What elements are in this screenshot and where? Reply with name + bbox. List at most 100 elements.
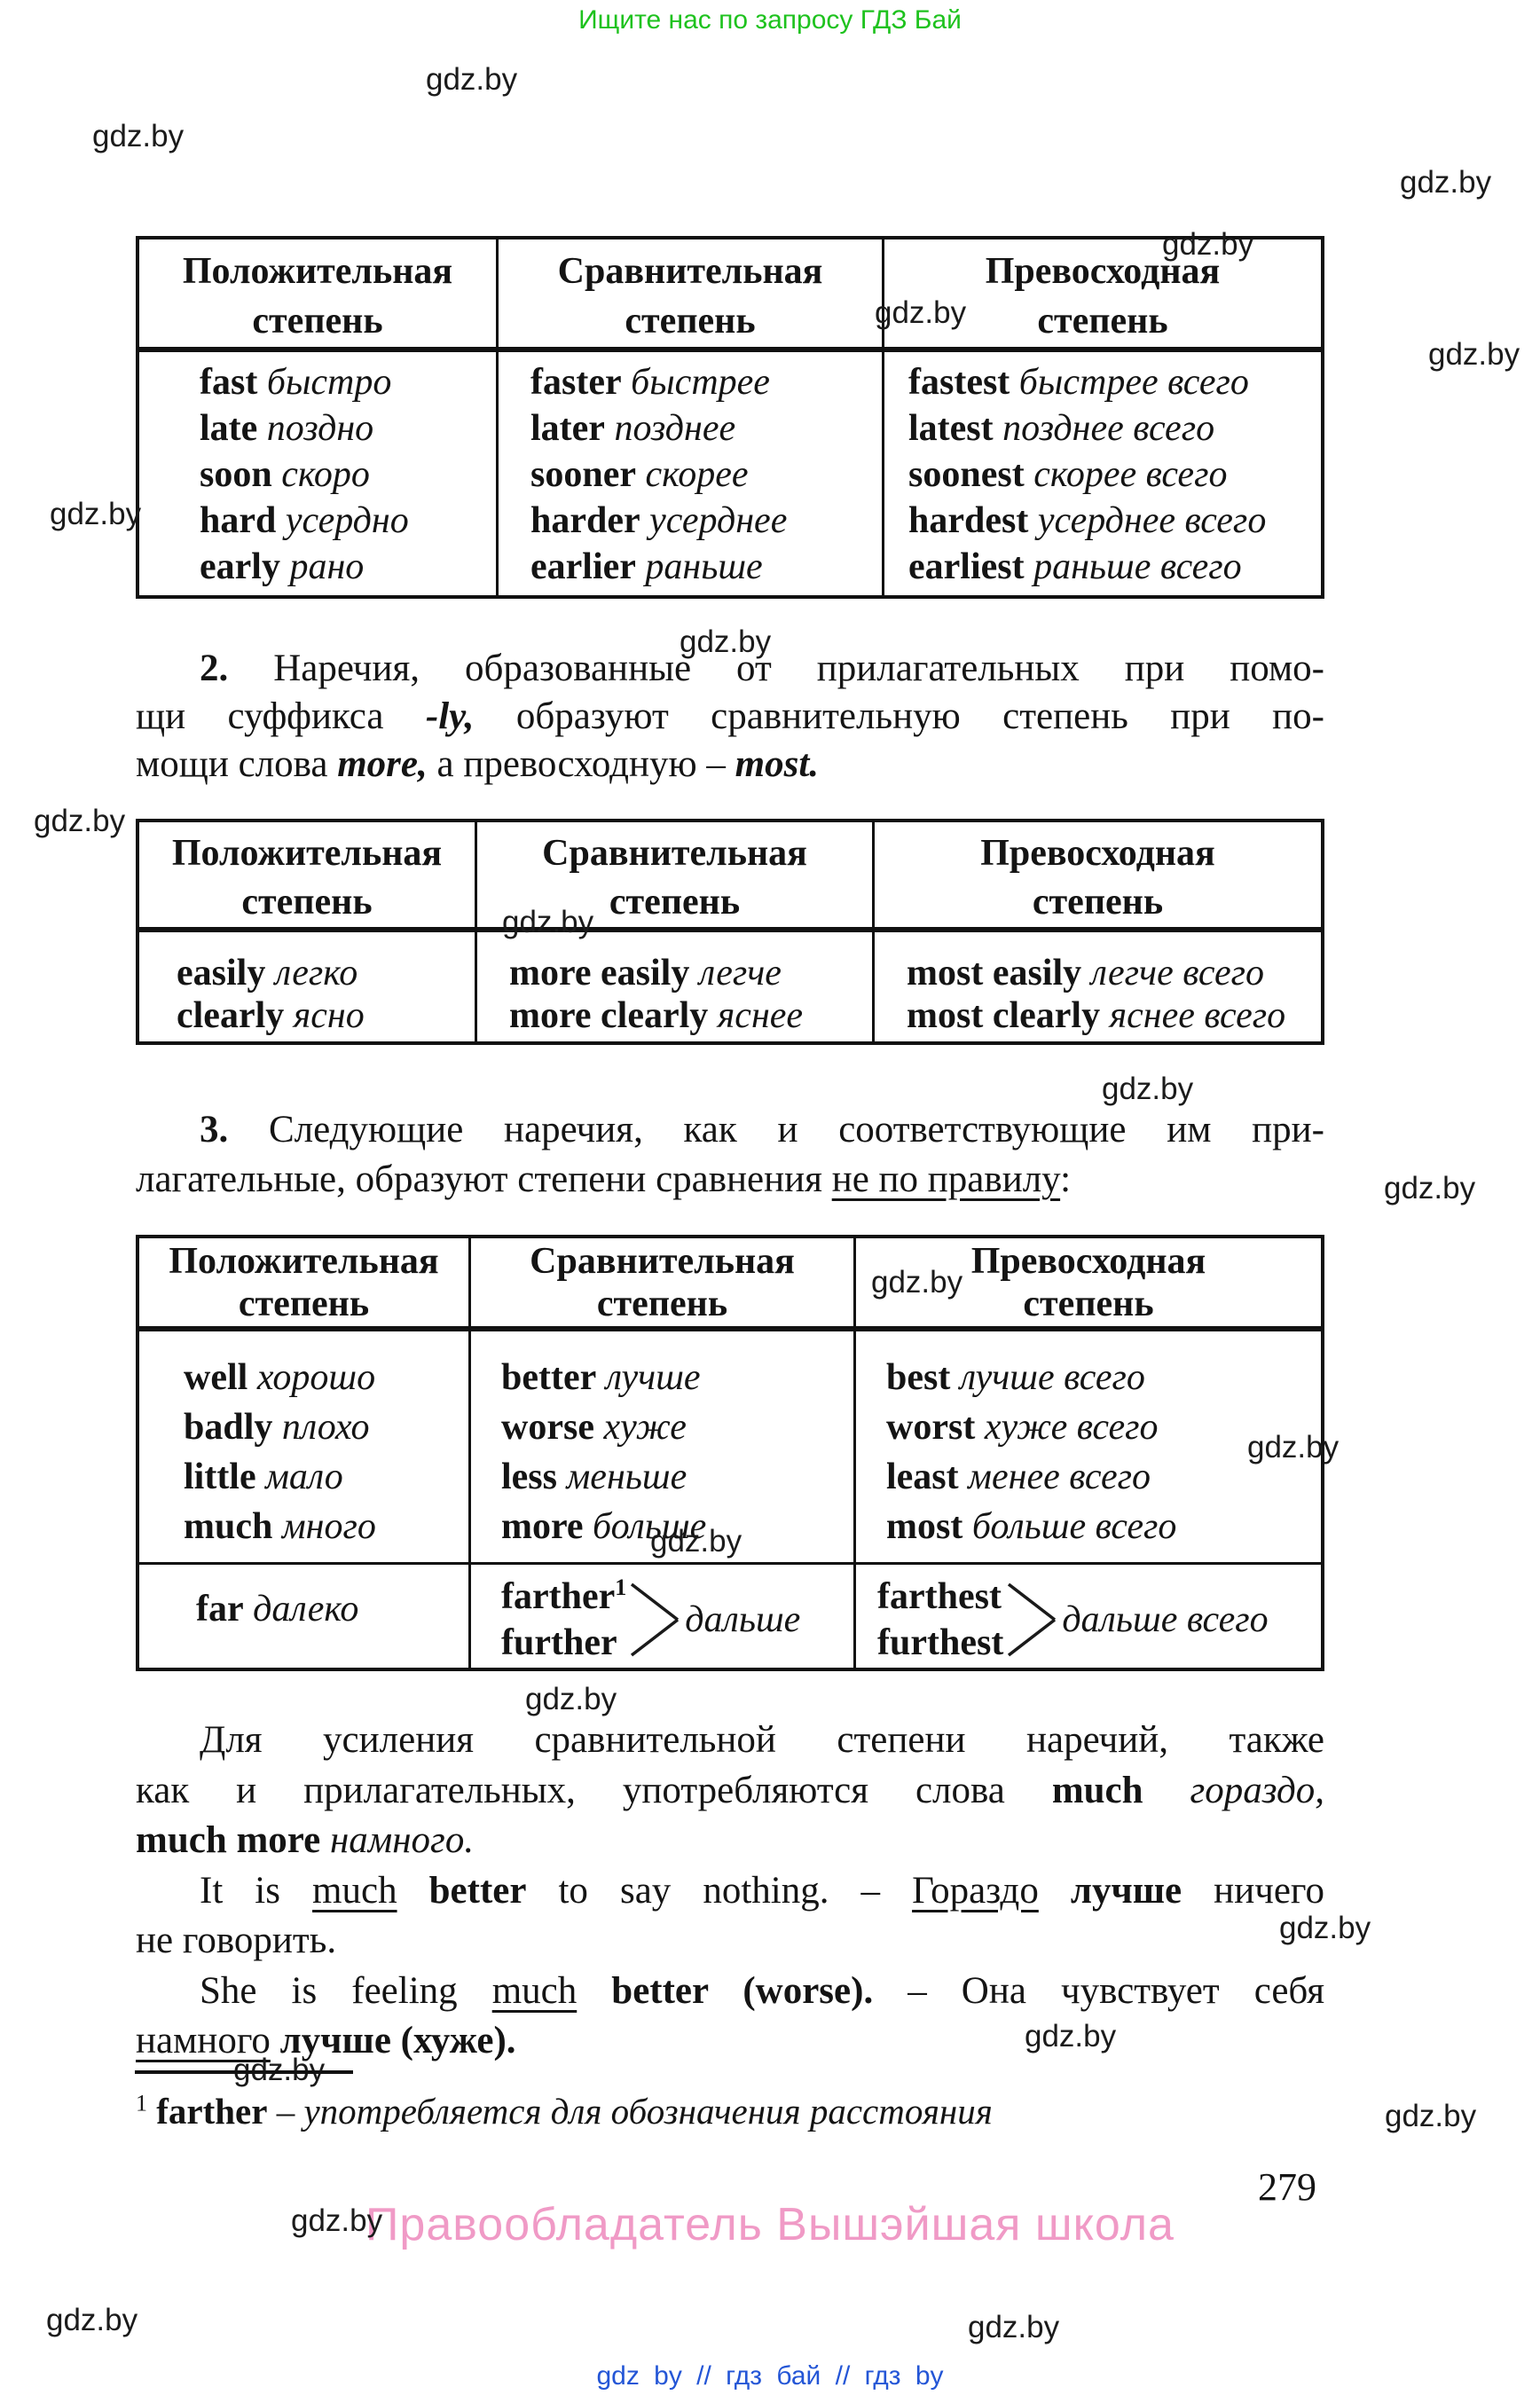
table-cell: well хорошо badly плохо little мало much… <box>139 1331 471 1565</box>
brace-label: дальше всего <box>1062 1599 1269 1640</box>
brace-label: дальше <box>685 1599 801 1640</box>
text-line: намного лучше (хуже). <box>136 2020 516 2061</box>
gdz-watermark: gdz.by <box>680 624 772 659</box>
table-cell-farthest-furthest: farthest furthest дальше всего <box>856 1565 1321 1668</box>
footnote-text: употребляется для обозначения расстояния <box>303 2091 993 2132</box>
word-entry: later позднее <box>530 408 736 449</box>
footnote-rule <box>135 2070 353 2074</box>
footnote-word: farther <box>156 2091 268 2132</box>
table-header-comparative: Сравнительная степень <box>471 1238 856 1331</box>
word-entry: most easily легче всего <box>907 953 1265 993</box>
word-entry: more clearly яснее <box>509 995 804 1036</box>
text-line: щи суффикса -ly, образуют сравнительную … <box>136 695 1324 737</box>
table-header-superlative: Превосходная степень <box>875 822 1321 932</box>
page-number: 279 <box>1258 2165 1316 2209</box>
word-entry: late поздно <box>200 408 374 449</box>
gdz-watermark: gdz.by <box>502 905 594 939</box>
gdz-watermark: gdz.by <box>1102 1072 1194 1106</box>
word-entry: early рано <box>200 546 365 587</box>
table-cell: easily легко clearly ясно <box>139 932 477 1041</box>
table-cell: fast быстро late поздно soon скоро hard … <box>139 352 499 595</box>
table-header-positive: Положительная степень <box>139 240 499 352</box>
table-cell: fastest быстрее всего latest позднее все… <box>884 352 1321 595</box>
gdz-watermark: gdz.by <box>875 295 967 330</box>
gdz-watermark: gdz.by <box>1385 2099 1477 2133</box>
gdz-watermark: gdz.by <box>1279 1911 1371 1945</box>
table-cell: most easily легче всего most clearly ясн… <box>875 932 1321 1041</box>
gdz-watermark: gdz.by <box>1384 1171 1476 1205</box>
word-entry: most clearly яснее всего <box>907 995 1286 1036</box>
table-header-positive: Положительная степень <box>139 822 477 932</box>
word-farthest: farthest <box>877 1576 1002 1617</box>
word-entry: much много <box>184 1506 376 1547</box>
gdz-watermark: gdz.by <box>1162 227 1254 262</box>
text-line: не говорить. <box>136 1920 337 1961</box>
word-entry: more easily легче <box>509 953 782 993</box>
table-header-superlative: Превосходная степень <box>884 240 1321 352</box>
text-line: 2. Наречия, образованные от прилагательн… <box>200 648 1324 689</box>
gdz-watermark: gdz.by <box>92 119 185 153</box>
table-cell: best лучше всего worst хуже всего least … <box>856 1331 1321 1565</box>
footer-links[interactable]: gdz by // гдз бай // гдз by <box>596 2361 944 2391</box>
text-line: лагательные, образуют степени сравнения … <box>136 1158 1072 1200</box>
table-header-comparative: Сравнительная степень <box>499 240 884 352</box>
adverb-degrees-table-ly: Положительная степень Сравнительная степен… <box>136 819 1324 1045</box>
table-cell: more easily легче more clearly яснее <box>477 932 875 1041</box>
copyright-line: Правообладатель Вышэйшая школа <box>365 2199 1175 2250</box>
gdz-watermark: gdz.by <box>291 2203 383 2238</box>
text-line: 3. Следующие наречия, как и соответствую… <box>200 1109 1324 1150</box>
word-entry: little мало <box>184 1457 343 1497</box>
word-entry: hardest усерднее всего <box>908 500 1267 541</box>
gdz-watermark: gdz.by <box>650 1524 742 1559</box>
table-cell-far: far далеко <box>139 1565 471 1668</box>
brace-lines-icon <box>1008 1582 1057 1657</box>
footnote-marker: 1 <box>136 2090 147 2116</box>
text-line: It is much better to say nothing. – Гора… <box>200 1869 1324 1912</box>
word-entry: easily легко <box>177 953 358 993</box>
word-entry: soon скоро <box>200 454 370 495</box>
word-entry: earliest раньше всего <box>908 546 1242 587</box>
word-entry: worst хуже всего <box>886 1407 1159 1448</box>
table-header-comparative: Сравнительная степень <box>477 822 875 932</box>
gdz-watermark: gdz.by <box>968 2310 1060 2344</box>
word-entry: hard усердно <box>200 500 409 541</box>
table-header-positive: Положительная степень <box>139 1238 471 1331</box>
table-cell: better лучше worse хуже less меньше more… <box>471 1331 856 1565</box>
word-entry: latest позднее всего <box>908 408 1215 449</box>
word-furthest: furthest <box>877 1622 1004 1663</box>
text-line: Для усиления сравнительной степени нареч… <box>200 1719 1324 1761</box>
paragraph-much-intensifier: Для усиления сравнительной степени нареч… <box>136 1716 1324 2067</box>
word-entry: harder усерднее <box>530 500 788 541</box>
word-entry: sooner скорее <box>530 454 749 495</box>
word-entry: worse хуже <box>501 1407 687 1448</box>
gdz-watermark: gdz.by <box>1247 1430 1340 1465</box>
gdz-watermark: gdz.by <box>1428 337 1520 372</box>
word-farther: farther1 <box>501 1575 627 1618</box>
table-header-superlative: Превосходная степень <box>856 1238 1321 1331</box>
word-entry: better лучше <box>501 1357 701 1398</box>
table-cell-farther-further: farther1 further дальше <box>471 1565 856 1668</box>
text-line: мощи слова more, а превосходную – most. <box>136 743 820 785</box>
paragraph-rule-3: 3. Следующие наречия, как и соответствую… <box>136 1105 1324 1205</box>
word-entry: well хорошо <box>184 1357 376 1398</box>
word-entry: earlier раньше <box>530 546 763 587</box>
word-further: further <box>501 1622 617 1663</box>
word-entry: far далеко <box>196 1589 359 1629</box>
adverb-degrees-table-irregular: Положительная степень Сравнительная степен… <box>136 1235 1324 1671</box>
top-banner: Ищите нас по запросу ГДЗ Бай <box>578 5 962 35</box>
word-entry: most больше всего <box>886 1506 1177 1547</box>
gdz-watermark: gdz.by <box>34 804 126 838</box>
gdz-watermark: gdz.by <box>46 2303 138 2337</box>
text-line: She is feeling much better (worse). – Он… <box>200 1969 1324 2012</box>
paragraph-rule-2: 2. Наречия, образованные от прилагательн… <box>136 645 1324 789</box>
gdz-watermark: gdz.by <box>426 62 518 97</box>
word-entry: fastest быстрее всего <box>908 362 1249 403</box>
footnote-marker: 1 <box>615 1575 627 1600</box>
gdz-watermark: gdz.by <box>871 1265 963 1300</box>
footnote: 1 farther – употребляется для обозначени… <box>136 2090 993 2132</box>
gdz-watermark: gdz.by <box>1400 165 1492 200</box>
word-entry: faster быстрее <box>530 362 770 403</box>
word-entry: soonest скорее всего <box>908 454 1228 495</box>
gdz-watermark: gdz.by <box>525 1682 617 1716</box>
